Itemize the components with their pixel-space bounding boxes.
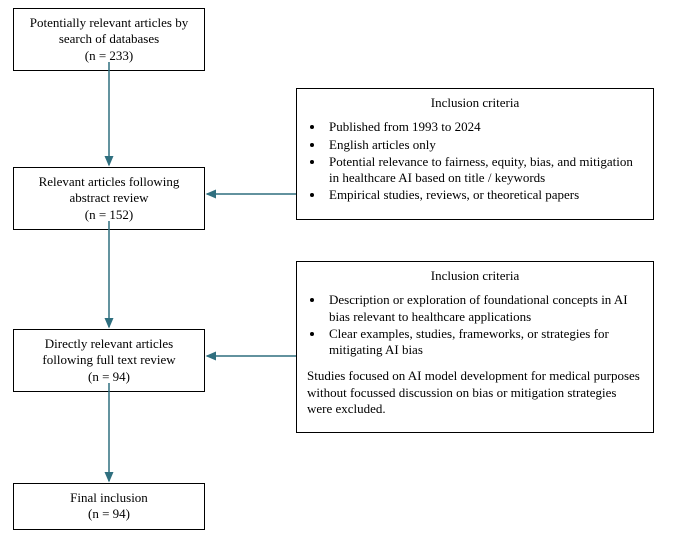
criteria-list: Published from 1993 to 2024 English artic… — [325, 119, 643, 203]
criteria-note: Studies focused on AI model development … — [307, 368, 643, 417]
criteria-title: Inclusion criteria — [307, 95, 643, 111]
box-fulltext-review: Directly relevant articles following ful… — [13, 329, 205, 392]
text-line: (n = 233) — [85, 48, 134, 63]
text-line: (n = 152) — [85, 207, 134, 222]
text-line: Potentially relevant articles by — [30, 15, 188, 30]
criteria-item: Description or exploration of foundation… — [325, 292, 643, 325]
criteria-item: Potential relevance to fairness, equity,… — [325, 154, 643, 187]
text-line: abstract review — [69, 190, 148, 205]
box-final-inclusion: Final inclusion (n = 94) — [13, 483, 205, 530]
text-line: search of databases — [59, 31, 159, 46]
criteria-item: Published from 1993 to 2024 — [325, 119, 643, 135]
text-line: (n = 94) — [88, 506, 130, 521]
text-line: Relevant articles following — [39, 174, 180, 189]
text-line: (n = 94) — [88, 369, 130, 384]
box-inclusion-criteria-2: Inclusion criteria Description or explor… — [296, 261, 654, 433]
text-line: Final inclusion — [70, 490, 148, 505]
text-line: following full text review — [42, 352, 175, 367]
box-search-databases: Potentially relevant articles by search … — [13, 8, 205, 71]
box-abstract-review: Relevant articles following abstract rev… — [13, 167, 205, 230]
criteria-item: Clear examples, studies, frameworks, or … — [325, 326, 643, 359]
criteria-list: Description or exploration of foundation… — [325, 292, 643, 358]
criteria-title: Inclusion criteria — [307, 268, 643, 284]
text-line: Directly relevant articles — [45, 336, 174, 351]
box-inclusion-criteria-1: Inclusion criteria Published from 1993 t… — [296, 88, 654, 220]
criteria-item: Empirical studies, reviews, or theoretic… — [325, 187, 643, 203]
criteria-item: English articles only — [325, 137, 643, 153]
